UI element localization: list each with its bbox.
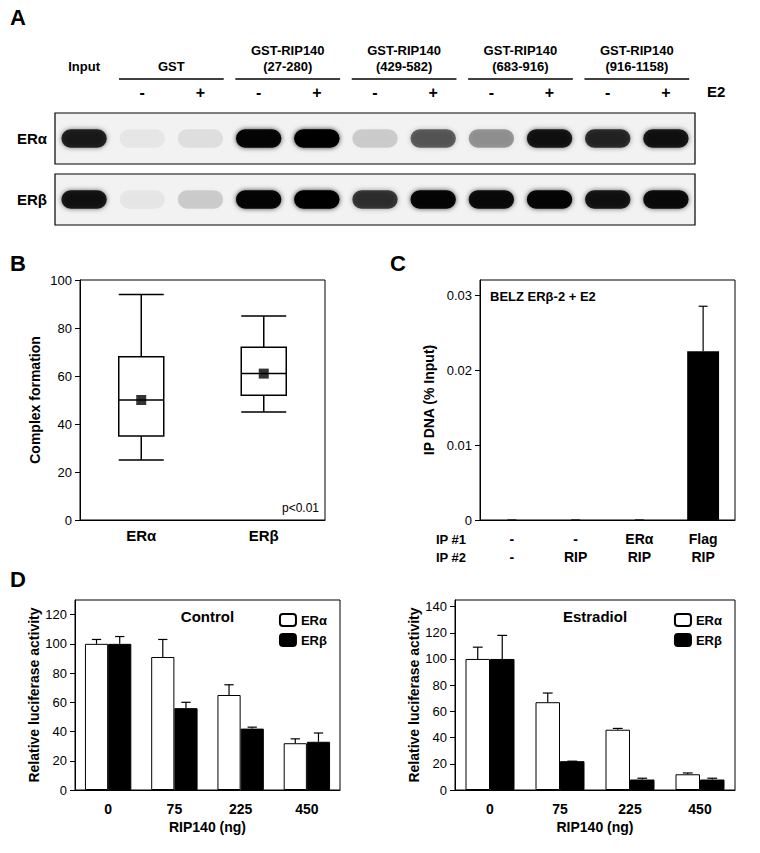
- svg-text:RIP: RIP: [691, 549, 714, 565]
- svg-text:ERα: ERα: [625, 531, 653, 547]
- svg-text:(916-1158): (916-1158): [605, 59, 668, 74]
- svg-text:-: -: [510, 531, 515, 547]
- svg-text:0: 0: [60, 783, 67, 798]
- svg-text:GST: GST: [158, 59, 185, 74]
- svg-text:Input: Input: [68, 59, 100, 74]
- svg-text:(429-582): (429-582): [376, 59, 432, 74]
- svg-text:0: 0: [465, 513, 472, 528]
- svg-text:+: +: [196, 84, 205, 101]
- svg-text:+: +: [545, 84, 554, 101]
- svg-text:Estradiol: Estradiol: [563, 608, 627, 625]
- svg-text:ERβ: ERβ: [17, 191, 47, 208]
- svg-text:ERβ: ERβ: [301, 633, 327, 648]
- svg-text:225: 225: [618, 801, 642, 817]
- svg-text:ERα: ERα: [126, 527, 157, 544]
- svg-text:40: 40: [53, 724, 67, 739]
- svg-text:75: 75: [167, 801, 183, 817]
- svg-text:Flag: Flag: [689, 531, 718, 547]
- svg-text:(27-280): (27-280): [263, 59, 312, 74]
- svg-text:20: 20: [433, 756, 447, 771]
- svg-text:-: -: [140, 84, 145, 101]
- svg-text:0.03: 0.03: [447, 288, 472, 303]
- svg-text:GST-RIP140: GST-RIP140: [600, 43, 674, 58]
- svg-text:120: 120: [425, 625, 447, 640]
- svg-text:0: 0: [440, 783, 447, 798]
- svg-text:60: 60: [53, 695, 67, 710]
- svg-text:100: 100: [425, 651, 447, 666]
- svg-text:120: 120: [45, 607, 67, 622]
- svg-text:B: B: [10, 251, 26, 276]
- svg-text:40: 40: [58, 417, 72, 432]
- svg-text:20: 20: [53, 753, 67, 768]
- svg-text:20: 20: [58, 465, 72, 480]
- svg-text:ERβ: ERβ: [249, 527, 279, 544]
- svg-text:+: +: [661, 84, 670, 101]
- svg-text:Control: Control: [181, 608, 234, 625]
- svg-text:-: -: [605, 84, 610, 101]
- svg-text:ERα: ERα: [301, 613, 327, 628]
- svg-text:+: +: [429, 84, 438, 101]
- svg-text:Relative luciferase activity: Relative luciferase activity: [26, 607, 42, 782]
- svg-text:-: -: [256, 84, 261, 101]
- svg-text:A: A: [10, 5, 26, 30]
- svg-text:IP #2: IP #2: [436, 550, 466, 565]
- svg-text:75: 75: [552, 801, 568, 817]
- svg-text:-: -: [510, 549, 515, 565]
- svg-text:0: 0: [104, 801, 112, 817]
- svg-text:140: 140: [425, 599, 447, 614]
- svg-text:100: 100: [50, 273, 72, 288]
- svg-text:0.01: 0.01: [447, 438, 472, 453]
- svg-text:Relative luciferase activity: Relative luciferase activity: [406, 607, 422, 782]
- svg-text:RIP: RIP: [628, 549, 651, 565]
- svg-text:80: 80: [53, 666, 67, 681]
- svg-text:450: 450: [295, 801, 319, 817]
- svg-text:RIP: RIP: [564, 549, 587, 565]
- svg-text:IP #1: IP #1: [436, 532, 466, 547]
- svg-text:40: 40: [433, 730, 447, 745]
- svg-text:IP DNA (% Input): IP DNA (% Input): [421, 345, 437, 455]
- svg-text:0: 0: [65, 513, 72, 528]
- svg-text:GST-RIP140: GST-RIP140: [484, 43, 558, 58]
- svg-text:450: 450: [688, 801, 712, 817]
- svg-text:+: +: [312, 84, 321, 101]
- svg-text:RIP140 (ng): RIP140 (ng): [556, 819, 633, 835]
- svg-text:225: 225: [229, 801, 253, 817]
- svg-text:0.02: 0.02: [447, 363, 472, 378]
- svg-text:C: C: [390, 251, 406, 276]
- svg-text:80: 80: [58, 321, 72, 336]
- svg-text:E2: E2: [707, 83, 725, 100]
- svg-text:GST-RIP140: GST-RIP140: [367, 43, 441, 58]
- svg-text:-: -: [489, 84, 494, 101]
- svg-text:60: 60: [58, 369, 72, 384]
- svg-text:p<0.01: p<0.01: [282, 501, 319, 515]
- svg-text:RIP140 (ng): RIP140 (ng): [169, 819, 246, 835]
- svg-text:ERα: ERα: [696, 613, 722, 628]
- svg-text:BELZ ERβ-2 + E2: BELZ ERβ-2 + E2: [490, 289, 596, 304]
- svg-text:-: -: [372, 84, 377, 101]
- svg-text:ERα: ERα: [17, 130, 48, 147]
- svg-text:(683-916): (683-916): [492, 59, 548, 74]
- svg-text:GST-RIP140: GST-RIP140: [251, 43, 325, 58]
- svg-text:ERβ: ERβ: [696, 633, 722, 648]
- svg-text:0: 0: [486, 801, 494, 817]
- svg-text:80: 80: [433, 678, 447, 693]
- svg-text:D: D: [10, 567, 26, 592]
- svg-text:Complex formation: Complex formation: [27, 336, 43, 464]
- svg-text:60: 60: [433, 704, 447, 719]
- svg-text:-: -: [573, 531, 578, 547]
- svg-text:100: 100: [45, 636, 67, 651]
